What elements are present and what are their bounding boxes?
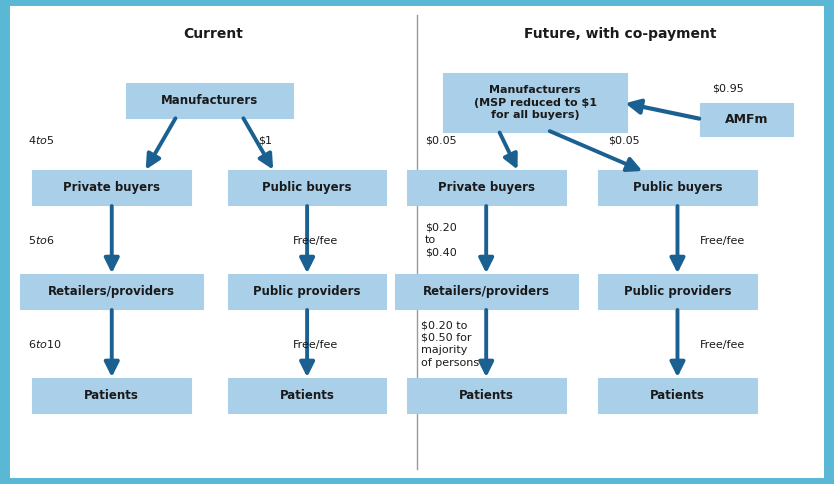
Text: Free/fee: Free/fee bbox=[294, 340, 339, 350]
Text: Manufacturers
(MSP reduced to $1
for all buyers): Manufacturers (MSP reduced to $1 for all… bbox=[474, 85, 596, 120]
Text: Patients: Patients bbox=[459, 389, 514, 402]
Text: Retailers/providers: Retailers/providers bbox=[48, 285, 175, 298]
FancyBboxPatch shape bbox=[33, 378, 191, 413]
Text: $0.05: $0.05 bbox=[608, 136, 640, 145]
FancyBboxPatch shape bbox=[10, 6, 824, 478]
Text: $6 to $10: $6 to $10 bbox=[28, 337, 62, 349]
FancyBboxPatch shape bbox=[444, 73, 626, 132]
Text: Free/fee: Free/fee bbox=[701, 236, 746, 246]
Text: Public buyers: Public buyers bbox=[633, 181, 722, 194]
Text: $4 to $5: $4 to $5 bbox=[28, 135, 54, 147]
Text: Free/fee: Free/fee bbox=[294, 236, 339, 246]
FancyBboxPatch shape bbox=[228, 170, 386, 205]
FancyBboxPatch shape bbox=[228, 378, 386, 413]
Text: Current: Current bbox=[183, 27, 244, 41]
FancyBboxPatch shape bbox=[598, 378, 756, 413]
Text: Public providers: Public providers bbox=[624, 285, 731, 298]
FancyBboxPatch shape bbox=[20, 274, 203, 309]
FancyBboxPatch shape bbox=[598, 170, 756, 205]
FancyBboxPatch shape bbox=[700, 103, 793, 136]
FancyBboxPatch shape bbox=[33, 170, 191, 205]
Text: Free/fee: Free/fee bbox=[701, 340, 746, 350]
FancyBboxPatch shape bbox=[407, 378, 565, 413]
Text: $0.20
to
$0.40: $0.20 to $0.40 bbox=[425, 223, 457, 257]
Text: $5 to $6: $5 to $6 bbox=[28, 234, 54, 246]
FancyBboxPatch shape bbox=[126, 83, 293, 118]
Text: Private buyers: Private buyers bbox=[438, 181, 535, 194]
Text: Public providers: Public providers bbox=[254, 285, 361, 298]
Text: Future, with co-payment: Future, with co-payment bbox=[525, 27, 716, 41]
Text: AMFm: AMFm bbox=[725, 113, 768, 126]
Text: Patients: Patients bbox=[84, 389, 139, 402]
Text: Patients: Patients bbox=[279, 389, 334, 402]
FancyBboxPatch shape bbox=[394, 274, 578, 309]
Text: Patients: Patients bbox=[650, 389, 705, 402]
Text: Manufacturers: Manufacturers bbox=[161, 94, 258, 107]
FancyBboxPatch shape bbox=[598, 274, 756, 309]
Text: Private buyers: Private buyers bbox=[63, 181, 160, 194]
Text: $0.95: $0.95 bbox=[711, 83, 743, 93]
Text: $1: $1 bbox=[259, 136, 272, 145]
Text: Public buyers: Public buyers bbox=[263, 181, 352, 194]
Text: Retailers/providers: Retailers/providers bbox=[423, 285, 550, 298]
Text: $0.20 to
$0.50 for
majority
of persons: $0.20 to $0.50 for majority of persons bbox=[421, 320, 480, 368]
Text: $0.05: $0.05 bbox=[425, 136, 457, 145]
FancyBboxPatch shape bbox=[228, 274, 386, 309]
FancyBboxPatch shape bbox=[407, 170, 565, 205]
